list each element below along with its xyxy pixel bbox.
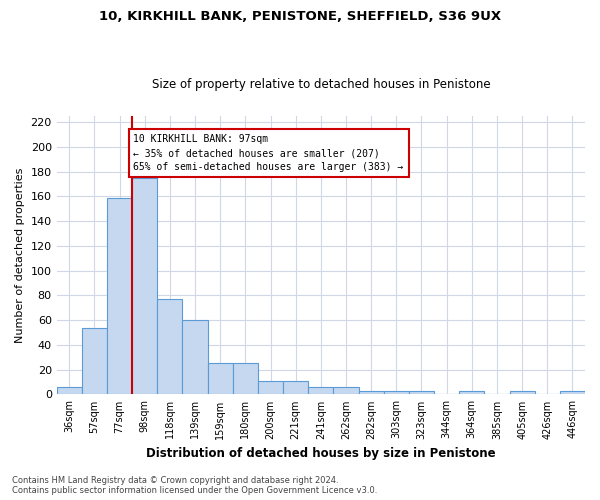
Bar: [56, 387, 82, 394]
Text: 10, KIRKHILL BANK, PENISTONE, SHEFFIELD, S36 9UX: 10, KIRKHILL BANK, PENISTONE, SHEFFIELD,…: [99, 10, 501, 23]
Bar: [258, 381, 283, 394]
Bar: [157, 299, 182, 394]
Bar: [384, 390, 409, 394]
Text: 10 KIRKHILL BANK: 97sqm
← 35% of detached houses are smaller (207)
65% of semi-d: 10 KIRKHILL BANK: 97sqm ← 35% of detache…: [133, 134, 404, 172]
Bar: [233, 364, 258, 394]
Bar: [182, 320, 208, 394]
Bar: [560, 390, 585, 394]
Title: Size of property relative to detached houses in Penistone: Size of property relative to detached ho…: [152, 78, 490, 91]
Bar: [459, 390, 484, 394]
Bar: [107, 198, 132, 394]
Bar: [409, 390, 434, 394]
Bar: [308, 387, 334, 394]
Bar: [359, 390, 384, 394]
Bar: [283, 381, 308, 394]
Text: Contains HM Land Registry data © Crown copyright and database right 2024.
Contai: Contains HM Land Registry data © Crown c…: [12, 476, 377, 495]
Bar: [334, 387, 359, 394]
Bar: [82, 328, 107, 394]
Bar: [509, 390, 535, 394]
X-axis label: Distribution of detached houses by size in Penistone: Distribution of detached houses by size …: [146, 447, 496, 460]
Bar: [132, 178, 157, 394]
Y-axis label: Number of detached properties: Number of detached properties: [15, 168, 25, 343]
Bar: [208, 364, 233, 394]
